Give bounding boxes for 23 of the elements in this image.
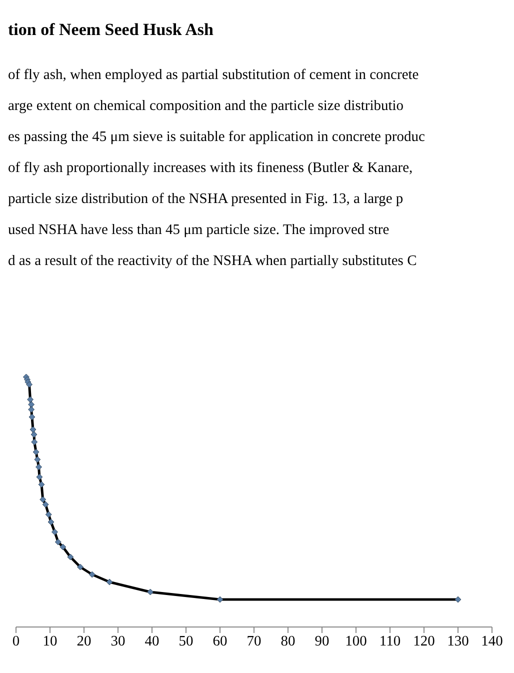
text: es passing the 45 μm sieve is suitable for application in concrete produc <box>8 128 426 147</box>
x-tick-label: 20 <box>76 633 92 650</box>
x-tick-label: 110 <box>379 633 401 650</box>
x-tick-label: 0 <box>12 633 20 650</box>
x-tick-label: 70 <box>246 633 262 650</box>
chart-title: tion of Neem Seed Husk Ash <box>8 20 214 40</box>
text: particle size distribution of the NSHA presented in Fig. 13, a large p <box>8 190 404 209</box>
text: used NSHA have less than 45 μm particle size. The improved stre <box>8 221 390 240</box>
x-tick-label: 130 <box>447 633 469 650</box>
text: arge extent on chemical composition and the particle size distributio <box>8 97 405 116</box>
x-tick-label: 90 <box>314 633 330 650</box>
x-tick-label: 60 <box>212 633 228 650</box>
text: of fly ash, when employed as partial substitution of cement in concrete <box>8 66 420 85</box>
x-tick-label: 100 <box>345 633 367 650</box>
x-tick-label: 50 <box>178 633 194 650</box>
x-tick-label: 10 <box>42 633 58 650</box>
x-tick-label: 40 <box>144 633 160 650</box>
x-tick-label: 80 <box>280 633 296 650</box>
x-tick-label: 120 <box>413 633 435 650</box>
text: d as a result of the reactivity of the NSHA when partially substitutes C <box>8 252 418 271</box>
x-tick-label: 30 <box>110 633 126 650</box>
x-tick-label: 140 <box>481 633 503 650</box>
text: of fly ash proportionally increases with its fineness (Butler & Kanare, <box>8 159 414 178</box>
